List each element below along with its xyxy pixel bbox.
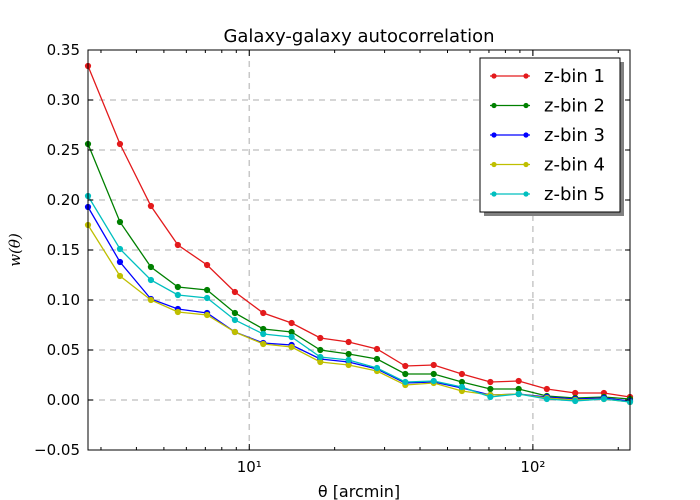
data-point bbox=[288, 333, 295, 341]
data-point bbox=[430, 377, 437, 385]
legend-marker bbox=[523, 102, 529, 109]
y-tick-label: 0.05 bbox=[47, 341, 80, 359]
data-point bbox=[487, 378, 494, 386]
series-line-2 bbox=[87, 143, 631, 400]
chart-title: Galaxy-galaxy autocorrelation bbox=[223, 26, 494, 47]
legend-marker bbox=[491, 102, 497, 109]
legend-marker bbox=[523, 191, 529, 197]
data-point bbox=[203, 286, 211, 294]
series-line-5 bbox=[87, 195, 631, 403]
data-point bbox=[116, 218, 124, 226]
data-point bbox=[572, 389, 579, 397]
legend-label-2: z-bin 2 bbox=[544, 96, 605, 117]
data-point bbox=[260, 340, 267, 348]
data-point bbox=[373, 355, 381, 363]
y-tick-label: 0.10 bbox=[47, 291, 80, 309]
data-point bbox=[116, 258, 124, 266]
y-tick-label: 0.30 bbox=[47, 91, 80, 109]
data-point bbox=[487, 385, 494, 393]
legend-marker bbox=[523, 161, 529, 168]
data-point bbox=[231, 309, 239, 317]
data-point bbox=[174, 291, 181, 299]
data-point bbox=[260, 325, 267, 333]
data-point bbox=[203, 311, 211, 319]
y-tick-label: −0.05 bbox=[34, 441, 80, 459]
data-point bbox=[543, 395, 550, 403]
data-point bbox=[116, 272, 124, 280]
data-point bbox=[515, 377, 522, 385]
data-point bbox=[430, 370, 437, 378]
x-tick-label: 10² bbox=[520, 458, 545, 476]
data-point bbox=[147, 296, 155, 304]
data-point bbox=[203, 261, 211, 269]
legend-label-1: z-bin 1 bbox=[544, 66, 605, 87]
data-point bbox=[147, 276, 155, 284]
data-point bbox=[458, 383, 466, 391]
data-point bbox=[487, 393, 494, 401]
legend-label-5: z-bin 5 bbox=[544, 184, 605, 205]
data-point bbox=[288, 319, 295, 327]
data-point bbox=[345, 350, 352, 358]
y-tick-label: 0.20 bbox=[47, 191, 80, 209]
legend-marker bbox=[491, 191, 497, 197]
legend-marker bbox=[491, 132, 497, 138]
series-line-4 bbox=[87, 224, 631, 403]
y-tick-label: 0.00 bbox=[47, 391, 80, 409]
series-line-3 bbox=[87, 206, 631, 402]
y-tick-label: 0.15 bbox=[47, 241, 80, 259]
data-point bbox=[231, 288, 239, 296]
data-point bbox=[430, 361, 437, 369]
data-point bbox=[116, 140, 124, 148]
y-tick-label: 0.25 bbox=[47, 141, 80, 159]
y-axis-label: w(θ) bbox=[6, 233, 24, 267]
legend-marker bbox=[491, 161, 497, 168]
data-point bbox=[288, 328, 295, 336]
data-point bbox=[515, 385, 522, 393]
legend-marker bbox=[523, 73, 529, 79]
y-tick-label: 0.35 bbox=[47, 41, 80, 59]
data-point bbox=[203, 294, 211, 302]
data-point bbox=[317, 353, 324, 361]
data-point bbox=[260, 309, 267, 317]
data-point bbox=[572, 397, 579, 405]
legend-label-3: z-bin 3 bbox=[544, 125, 605, 146]
data-point bbox=[600, 395, 608, 403]
legend-label-4: z-bin 4 bbox=[544, 155, 605, 176]
data-point bbox=[402, 370, 409, 378]
data-point bbox=[174, 308, 181, 316]
data-point bbox=[373, 364, 381, 372]
series-line-1 bbox=[87, 65, 631, 398]
data-point bbox=[458, 370, 466, 378]
data-point bbox=[345, 361, 352, 369]
x-tick-label: 10¹ bbox=[237, 458, 262, 476]
data-point bbox=[317, 358, 324, 366]
data-point bbox=[260, 330, 267, 338]
legend-marker bbox=[491, 73, 497, 79]
data-point bbox=[317, 334, 324, 342]
data-point bbox=[231, 328, 239, 336]
data-point bbox=[147, 263, 155, 271]
data-point bbox=[174, 283, 181, 291]
data-point bbox=[231, 316, 239, 324]
data-point bbox=[345, 338, 352, 346]
data-point bbox=[458, 378, 466, 386]
data-point bbox=[515, 390, 522, 398]
data-point bbox=[147, 202, 155, 210]
legend: z-bin 1 z-bin 2 z-bin 3 z-bin 4 z-bin 5 bbox=[479, 57, 624, 216]
data-point bbox=[317, 346, 324, 354]
data-point bbox=[373, 345, 381, 353]
data-point bbox=[174, 241, 181, 249]
data-point bbox=[543, 385, 550, 393]
data-point bbox=[288, 343, 295, 351]
ticks: −0.05 0.00 0.05 0.10 0.15 0.20 0.25 0.30 0.35 10¹… bbox=[34, 41, 630, 476]
data-point bbox=[116, 245, 124, 253]
legend-marker bbox=[523, 132, 529, 138]
data-point bbox=[402, 378, 409, 386]
data-point bbox=[345, 356, 352, 364]
data-point bbox=[402, 362, 409, 370]
x-axis-label: θ [arcmin] bbox=[318, 482, 400, 500]
